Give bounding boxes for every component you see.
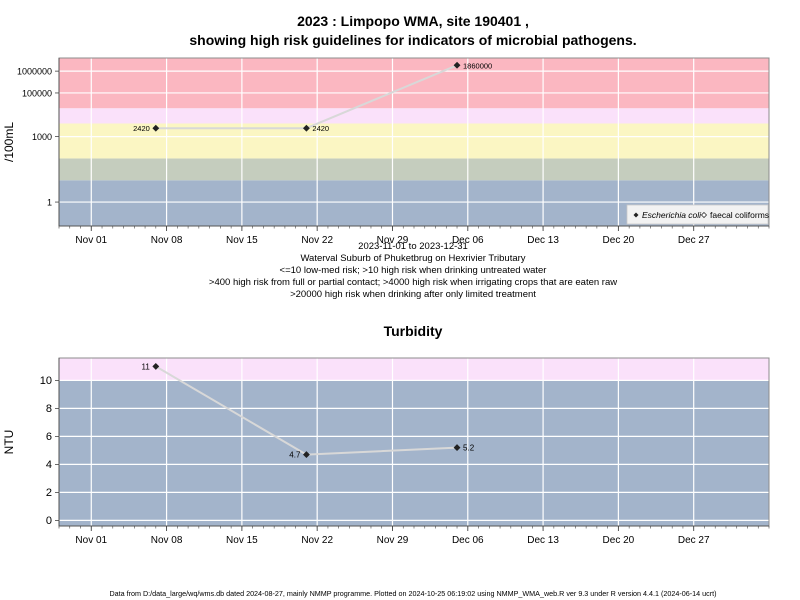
data-label: 5.2: [463, 444, 475, 453]
legend-marker-faecal-coliforms: [700, 211, 708, 219]
turbidity-chart-x-axis: Nov 01 Nov 08 Nov 15 Nov 22 Nov 29 Dec 06 Dec …: [58, 525, 770, 546]
y-tick-label: 10: [40, 375, 52, 387]
x-tick-label: Nov 15: [226, 235, 258, 246]
note-guideline-drinking: <=10 low-med risk; >10 high risk when dr…: [280, 265, 547, 276]
data-point-series-0: [453, 444, 461, 452]
x-tick-label: Nov 29: [377, 535, 409, 546]
x-tick-label: Nov 08: [151, 535, 183, 546]
y-tick-label: 6: [46, 431, 52, 443]
legend-box: [626, 204, 769, 225]
turbidity-chart-bands: [59, 358, 769, 526]
data-point-escherichia-coli: [152, 124, 160, 132]
x-tick-label: Dec 06: [452, 235, 484, 246]
footer-data-source: Data from D:/data_large/wq/wms.db dated …: [109, 589, 716, 598]
x-tick-label: Nov 01: [75, 535, 107, 546]
y-tick-label: 2: [46, 487, 52, 499]
data-label: 4.7: [289, 451, 301, 460]
x-tick-label: Dec 20: [603, 535, 635, 546]
risk-band: [59, 158, 769, 181]
legend: Escherichia coli faecal coliforms: [626, 204, 769, 225]
turbidity-y-axis-label: NTU: [2, 430, 16, 455]
legend-label-escherichia-coli: Escherichia coli: [642, 210, 702, 220]
x-tick-label: Dec 27: [678, 535, 710, 546]
y-tick-label: 1000000: [17, 67, 52, 77]
y-tick-label: 100000: [22, 88, 52, 98]
risk-band: [59, 108, 769, 124]
turbidity-chart-grid: [59, 358, 769, 526]
data-label: 1860000: [463, 61, 492, 70]
note-date-range: 2023-11-01 to 2023-12-31: [358, 241, 468, 252]
x-tick-label: Dec 27: [678, 235, 710, 246]
data-point-escherichia-coli: [302, 124, 310, 132]
risk-band: [59, 358, 769, 381]
x-tick-label: Nov 22: [301, 235, 333, 246]
top-chart-grid: [59, 58, 769, 226]
note-guideline-contact: >400 high risk from full or partial cont…: [209, 277, 617, 288]
turbidity-chart-y-axis: 0 2 4 6 8 10: [40, 358, 60, 527]
chart-title-line1: 2023 : Limpopo WMA, site 190401 ,: [297, 13, 529, 29]
top-chart-x-axis: Nov 01 Nov 08 Nov 15 Nov 22 Nov 29 Dec 06 Dec …: [58, 225, 770, 246]
risk-band: [59, 123, 769, 159]
x-tick-label: Nov 15: [226, 535, 258, 546]
note-guideline-treatment: >20000 high risk when drinking after onl…: [290, 289, 536, 300]
data-label: 11: [142, 362, 151, 371]
y-tick-label: 1: [47, 198, 52, 208]
top-y-axis-label: /100mL: [2, 122, 16, 162]
x-tick-label: Nov 22: [301, 535, 333, 546]
note-site-description: Waterval Suburb of Phuketbrug on Hexrivi…: [300, 253, 525, 264]
x-tick-label: Dec 06: [452, 535, 484, 546]
x-tick-label: Nov 01: [75, 235, 107, 246]
x-tick-label: Nov 08: [151, 235, 183, 246]
y-tick-label: 1000: [32, 132, 52, 142]
y-tick-label: 8: [46, 403, 52, 415]
x-tick-label: Nov 29: [377, 235, 409, 246]
x-tick-label: Dec 20: [603, 235, 635, 246]
legend-marker-escherichia-coli: [633, 212, 639, 218]
top-chart-marks: 2420 2420 1860000: [133, 61, 492, 133]
risk-band: [59, 380, 769, 526]
y-tick-label: 4: [46, 459, 52, 471]
turbidity-chart-marks: 11 4.7 5.2: [142, 362, 475, 459]
legend-label-faecal-coliforms: faecal coliforms: [710, 210, 769, 220]
data-point-series-0: [152, 362, 160, 370]
top-chart-y-axis: 1 1000 100000 1000000: [17, 58, 60, 226]
x-tick-label: Dec 13: [527, 535, 559, 546]
top-chart-risk-bands: [59, 58, 769, 226]
chart-title-line2: showing high risk guidelines for indicat…: [189, 32, 636, 48]
turbidity-chart-title: Turbidity: [384, 323, 443, 339]
data-point-series-0: [302, 451, 310, 459]
data-label: 2420: [312, 124, 329, 133]
x-tick-label: Dec 13: [527, 235, 559, 246]
data-point-escherichia-coli: [453, 61, 461, 69]
y-tick-label: 0: [46, 515, 52, 527]
data-label: 2420: [133, 124, 150, 133]
